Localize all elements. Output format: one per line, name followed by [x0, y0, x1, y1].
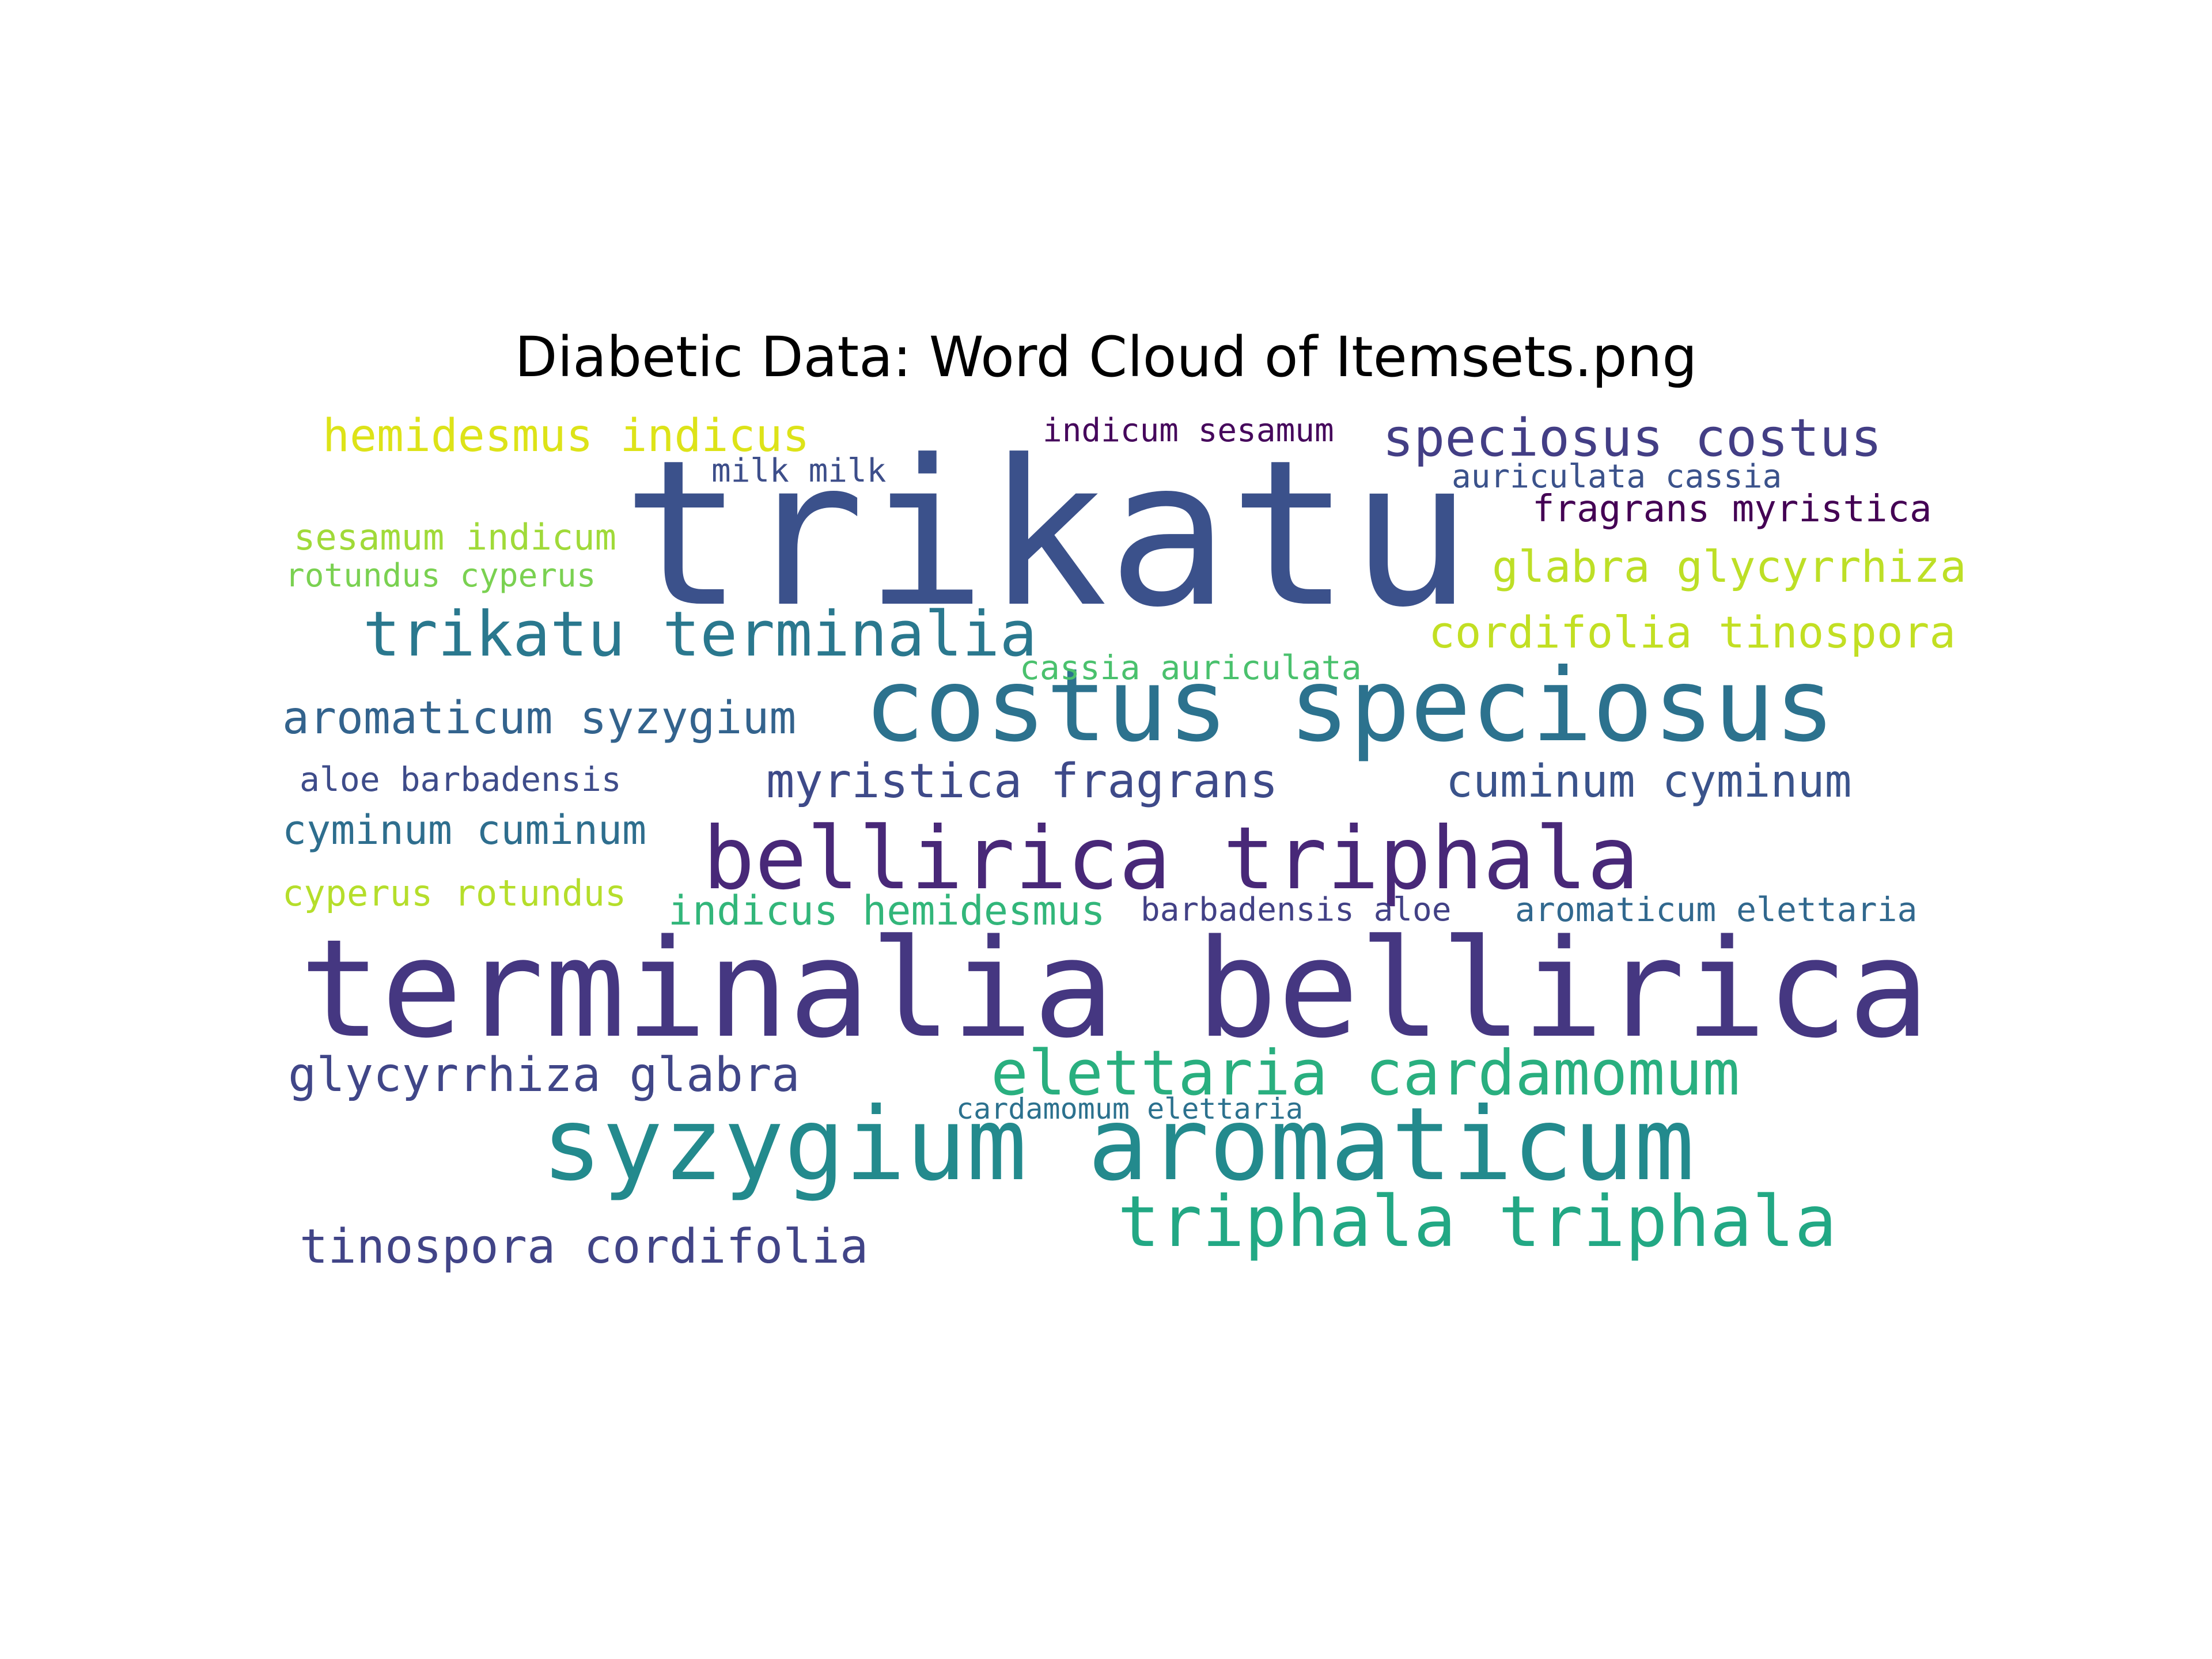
word-triphala-triphala: triphala triphala [1118, 1181, 1837, 1263]
word-aromaticum-elettaria: aromaticum elettaria [1515, 890, 1918, 929]
word-cardamomum-elettaria: cardamomum elettaria [956, 1092, 1304, 1126]
word-cloud: trikatu terminalia bellirica costus specio… [276, 403, 1993, 1279]
word-syzygium-aromaticum: syzygium aromaticum [541, 1086, 1695, 1203]
word-trikatu-terminalia: trikatu terminalia [363, 599, 1037, 671]
word-bellirica-triphala: bellirica triphala [703, 809, 1639, 909]
word-aloe-barbadensis: aloe barbadensis [300, 760, 622, 799]
word-sesamum-indicum: sesamum indicum [294, 516, 616, 558]
word-speciosus-costus: speciosus costus [1382, 408, 1882, 468]
word-cassia-auriculata: cassia auriculata [1020, 648, 1362, 687]
word-hemidesmus-indicus: hemidesmus indicus [323, 410, 810, 462]
word-aromaticum-syzygium: aromaticum syzygium [282, 692, 797, 744]
word-tinospora-cordifolia: tinospora cordifolia [300, 1219, 869, 1274]
word-cyperus-rotundus: cyperus rotundus [282, 872, 627, 914]
word-glycyrrhiza-glabra: glycyrrhiza glabra [288, 1048, 800, 1103]
word-terminalia-bellirica: terminalia bellirica [300, 911, 1930, 1068]
word-trikatu: trikatu [622, 416, 1472, 652]
word-fragrans-myristica: fragrans myristica [1532, 488, 1932, 531]
word-cordifolia-tinospora: cordifolia tinospora [1429, 607, 1956, 658]
word-rotundus-cyperus: rotundus cyperus [285, 557, 596, 594]
word-myristica-fragrans: myristica fragrans [766, 754, 1278, 809]
word-barbadensis-aloe: barbadensis aloe [1141, 891, 1452, 929]
word-cyminum-cuminum: cyminum cuminum [282, 806, 647, 854]
word-glabra-glycyrrhiza: glabra glycyrrhiza [1492, 541, 1967, 592]
word-costus-speciosus: costus speciosus [864, 647, 1835, 764]
word-indicum-sesamum: indicum sesamum [1043, 412, 1334, 449]
word-auriculata-cassia: auriculata cassia [1452, 458, 1782, 495]
word-indicus-hemidesmus: indicus hemidesmus [668, 887, 1105, 934]
word-cuminum-cyminum: cuminum cyminum [1446, 756, 1852, 808]
chart-title: Diabetic Data: Word Cloud of Itemsets.pn… [514, 325, 1698, 389]
word-milk-milk: milk milk [711, 452, 887, 490]
word-elettaria-cardamomum: elettaria cardamomum [991, 1037, 1740, 1109]
